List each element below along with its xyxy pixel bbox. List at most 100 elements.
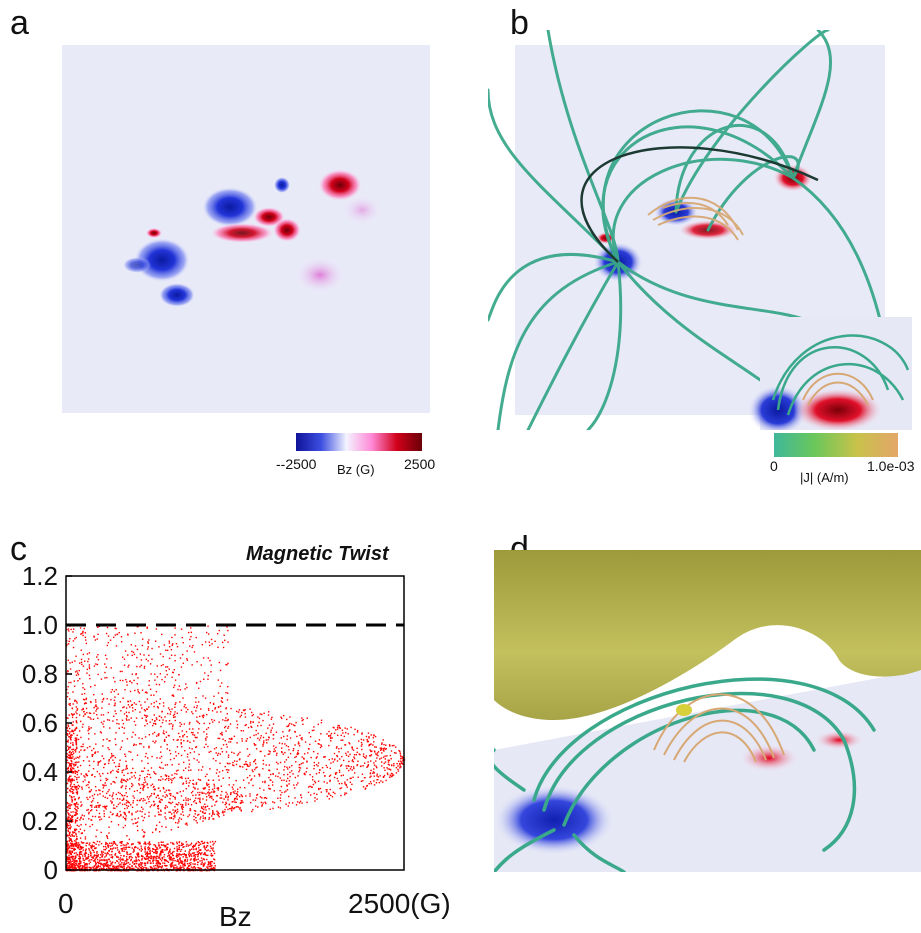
twist-point — [163, 788, 165, 790]
twist-point — [395, 766, 398, 769]
twist-point — [115, 743, 117, 746]
twist-point — [127, 805, 130, 807]
twist-point — [160, 775, 162, 778]
twist-point — [160, 814, 162, 816]
twist-point — [329, 734, 332, 737]
twist-point — [286, 718, 288, 721]
twist-point — [67, 670, 69, 672]
twist-point — [185, 788, 187, 790]
twist-point — [179, 791, 181, 793]
twist-point — [399, 757, 402, 760]
twist-point — [114, 866, 116, 869]
twist-point — [390, 757, 392, 760]
twist-point — [161, 865, 164, 867]
twist-point — [182, 804, 184, 806]
twist-point — [84, 779, 86, 781]
twist-point — [74, 848, 76, 850]
twist-point — [141, 737, 143, 740]
twist-point — [105, 853, 108, 855]
twist-point — [160, 859, 163, 862]
twist-point — [217, 789, 219, 791]
twist-point — [136, 854, 139, 856]
twist-point — [174, 806, 176, 808]
twist-point — [74, 700, 76, 702]
twist-point — [169, 713, 171, 715]
twist-point — [276, 752, 278, 755]
twist-point — [295, 784, 298, 786]
twist-point — [372, 772, 374, 775]
twist-point — [144, 847, 146, 850]
twist-point — [211, 719, 213, 721]
twist-point — [93, 747, 95, 750]
twist-point — [130, 858, 133, 861]
twist-point — [138, 777, 141, 780]
twist-point — [195, 746, 197, 749]
twist-point — [301, 717, 303, 719]
twist-point — [117, 771, 120, 773]
twist-point — [119, 802, 121, 804]
twist-point — [280, 750, 283, 753]
twist-point — [104, 856, 106, 858]
twist-point — [289, 737, 292, 739]
twist-point — [66, 749, 68, 752]
twist-point — [236, 720, 238, 722]
twist-point — [161, 678, 163, 681]
twist-point — [140, 850, 143, 852]
twist-point — [189, 859, 192, 861]
twist-point — [192, 852, 194, 855]
twist-point — [103, 785, 105, 787]
twist-point — [259, 713, 261, 715]
twist-point — [177, 769, 179, 771]
twist-point — [132, 795, 134, 797]
twist-point — [78, 751, 81, 753]
twist-point — [206, 845, 209, 847]
twist-point — [207, 792, 209, 794]
twist-point — [117, 791, 120, 794]
twist-point — [239, 807, 241, 809]
twist-point — [155, 852, 157, 854]
twist-point — [114, 710, 116, 712]
twist-point — [245, 763, 248, 766]
twist-point — [88, 811, 90, 814]
twist-point — [76, 789, 78, 791]
twist-point — [85, 702, 87, 704]
twist-point — [66, 857, 69, 860]
twist-point — [66, 729, 69, 732]
twist-point — [104, 806, 106, 808]
twist-point — [68, 851, 71, 853]
twist-point — [181, 860, 183, 862]
twist-point — [349, 768, 352, 770]
twist-point — [230, 809, 233, 812]
twist-point — [361, 743, 363, 746]
twist-point — [141, 638, 144, 640]
twist-point — [89, 842, 91, 844]
twist-point — [195, 816, 197, 819]
twist-point — [123, 817, 126, 820]
twist-point — [209, 768, 211, 770]
twist-point — [246, 763, 249, 766]
twist-point — [182, 734, 184, 737]
twist-point — [119, 860, 122, 862]
twist-point — [124, 650, 127, 652]
twist-point — [190, 858, 192, 860]
twist-point — [69, 805, 72, 807]
twist-point — [159, 853, 161, 855]
twist-point — [156, 676, 159, 678]
twist-point — [170, 859, 172, 861]
twist-point — [262, 759, 265, 762]
twist-point — [74, 775, 76, 778]
twist-point — [209, 845, 212, 848]
twist-point — [364, 756, 366, 759]
twist-point — [317, 780, 320, 782]
twist-point — [94, 815, 97, 818]
twist-point — [211, 788, 214, 791]
twist-point — [126, 715, 128, 718]
twist-point — [196, 853, 198, 856]
twist-point — [89, 790, 92, 793]
twist-point — [163, 740, 166, 743]
twist-point — [300, 796, 303, 799]
twist-point — [85, 784, 88, 787]
twist-point — [67, 748, 70, 751]
bz-colorbar-title: Bz (G) — [337, 462, 375, 477]
twist-point — [74, 671, 77, 673]
